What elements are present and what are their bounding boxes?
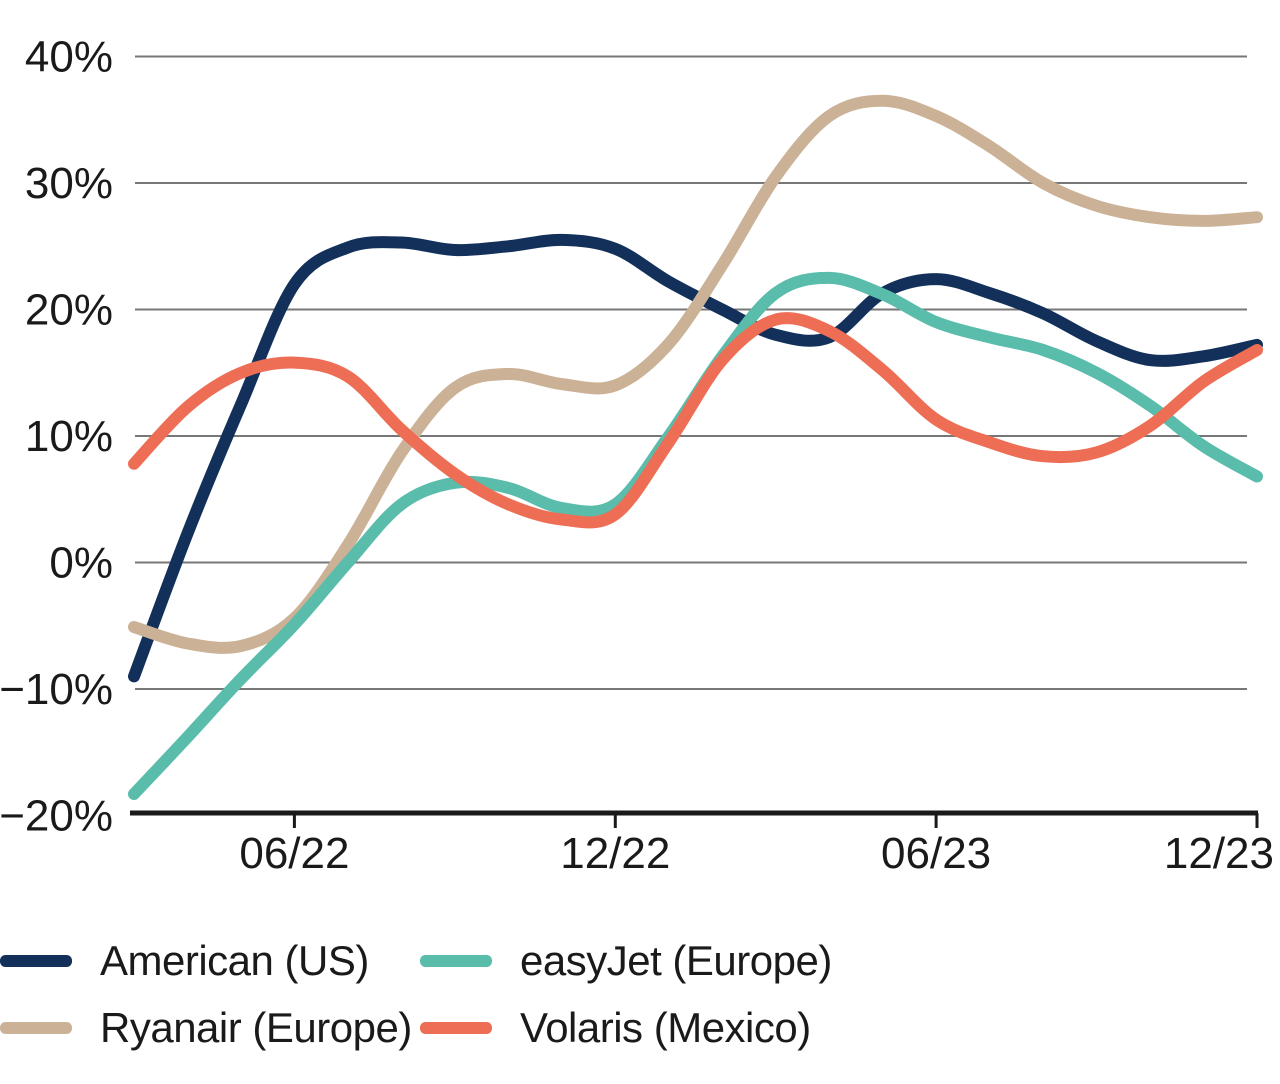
y-axis-tick-label: −10%	[0, 665, 113, 714]
x-axis-tick-label: 12/23	[1164, 829, 1274, 878]
legend-swatch-volaris-icon	[420, 1022, 492, 1034]
legend-swatch-ryanair-icon	[0, 1022, 72, 1034]
y-axis-tick-label: 40%	[25, 33, 113, 82]
legend-label-easyjet: easyJet (Europe)	[520, 937, 832, 984]
y-axis-tick-label: 0%	[49, 539, 113, 588]
legend-label-ryanair: Ryanair (Europe)	[100, 1004, 412, 1051]
legend-label-volaris: Volaris (Mexico)	[520, 1004, 811, 1051]
chart-plot: 40% 30% 20% 10% 0% −10% −20% 06/22 12/22 06/23 12/…	[0, 33, 1274, 879]
x-axis-tick-label: 06/23	[881, 829, 991, 878]
legend-swatch-american-icon	[0, 955, 72, 967]
legend-item-ryanair: Ryanair (Europe)	[0, 1003, 420, 1053]
y-axis-tick-label: 10%	[25, 412, 113, 461]
x-axis-tick-label: 06/22	[239, 829, 349, 878]
legend-item-volaris: Volaris (Mexico)	[420, 1003, 900, 1053]
legend-item-easyjet: easyJet (Europe)	[420, 936, 900, 986]
legend-item-american: American (US)	[0, 936, 420, 986]
series-line-american	[128, 233, 1263, 683]
chart-legend: American (US) easyJet (Europe) Ryanair (…	[0, 936, 900, 1053]
y-axis-tick-label: 30%	[25, 159, 113, 208]
y-axis-tick-label: −20%	[0, 792, 113, 841]
x-axis-tick-label: 12/22	[560, 829, 670, 878]
legend-swatch-easyjet-icon	[420, 955, 492, 967]
legend-label-american: American (US)	[100, 937, 369, 984]
y-axis-tick-label: 20%	[25, 286, 113, 335]
series-line-volaris	[128, 312, 1263, 529]
series-line-ryanair	[128, 94, 1263, 654]
series-line-easyjet	[128, 271, 1263, 800]
